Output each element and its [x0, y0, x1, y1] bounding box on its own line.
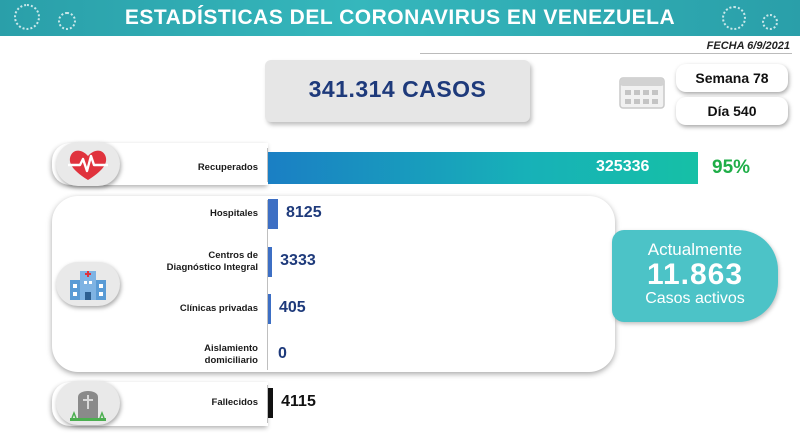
value-label-clinicas-privadas: 405 — [279, 299, 306, 316]
axis-line — [267, 200, 268, 370]
category-label-line: Fallecidos — [211, 397, 258, 408]
category-label-hospitales: Hospitales — [210, 208, 258, 220]
hospital-icon — [70, 271, 106, 300]
bar-clinicas-privadas — [268, 294, 271, 324]
recovered-icon-circle — [56, 142, 120, 186]
active-cases-label: Casos activos — [645, 290, 745, 307]
total-cases-box: 341.314 CASOS — [265, 60, 530, 122]
active-cases-box: Actualmente 11.863 Casos activos — [612, 230, 778, 322]
axis-line — [267, 148, 268, 182]
category-label-recuperados: Recuperados — [198, 162, 258, 174]
virus-icon — [14, 4, 40, 30]
day-badge: Día 540 — [676, 97, 788, 125]
week-badge: Semana 78 — [676, 64, 788, 92]
bar-centros-de-diagnostico-integral — [268, 247, 273, 277]
deaths-icon-circle — [56, 381, 120, 425]
heart-pulse-icon — [68, 150, 108, 180]
hospital-icon-circle — [56, 262, 120, 306]
calendar-icon — [619, 77, 665, 109]
value-label-fallecidos: 4115 — [281, 393, 316, 410]
header-banner: ESTADÍSTICAS DEL CORONAVIRUS EN VENEZUEL… — [0, 0, 800, 36]
category-label-fallecidos: Fallecidos — [212, 397, 258, 409]
bar-hospitales — [268, 199, 278, 229]
hospitalized-panel — [52, 196, 615, 372]
virus-icon — [722, 6, 746, 30]
value-label-recuperados: 325336 — [596, 158, 650, 175]
category-label-line: Diagnóstico Integral — [166, 262, 258, 273]
bar-recuperados — [268, 152, 698, 184]
category-label-line: Aislamiento — [204, 343, 258, 354]
date-label: FECHA 6/9/2021 — [706, 40, 790, 52]
category-label-line: domiciliario — [204, 355, 258, 366]
axis-line — [267, 385, 268, 423]
category-label-line: Recuperados — [197, 162, 258, 173]
divider — [420, 53, 792, 54]
recovered-percent-label: 95% — [712, 157, 751, 178]
category-label-centros-de-diagnostico-integral: Centros de Diagnóstico Integral — [167, 250, 258, 274]
category-label-line: Clínicas privadas — [179, 303, 258, 314]
virus-icon — [762, 14, 778, 30]
value-label-centros-de-diagnostico-integral: 3333 — [280, 252, 316, 269]
category-label-clinicas-privadas: Clínicas privadas — [180, 303, 258, 315]
page-title: ESTADÍSTICAS DEL CORONAVIRUS EN VENEZUEL… — [124, 6, 676, 29]
active-cases-value: 11.863 — [646, 258, 744, 291]
bar-fallecidos — [268, 388, 274, 418]
category-label-aislamiento-domiciliario: Aislamiento domiciliario — [204, 343, 258, 367]
value-label-hospitales: 8125 — [286, 204, 322, 221]
value-label-aislamiento-domiciliario: 0 — [278, 345, 287, 362]
category-label-line: Centros de — [208, 250, 258, 261]
gravestone-icon — [70, 391, 106, 421]
virus-icon — [58, 12, 76, 30]
category-label-line: Hospitales — [209, 208, 258, 219]
active-cases-caption: Actualmente — [647, 240, 743, 259]
